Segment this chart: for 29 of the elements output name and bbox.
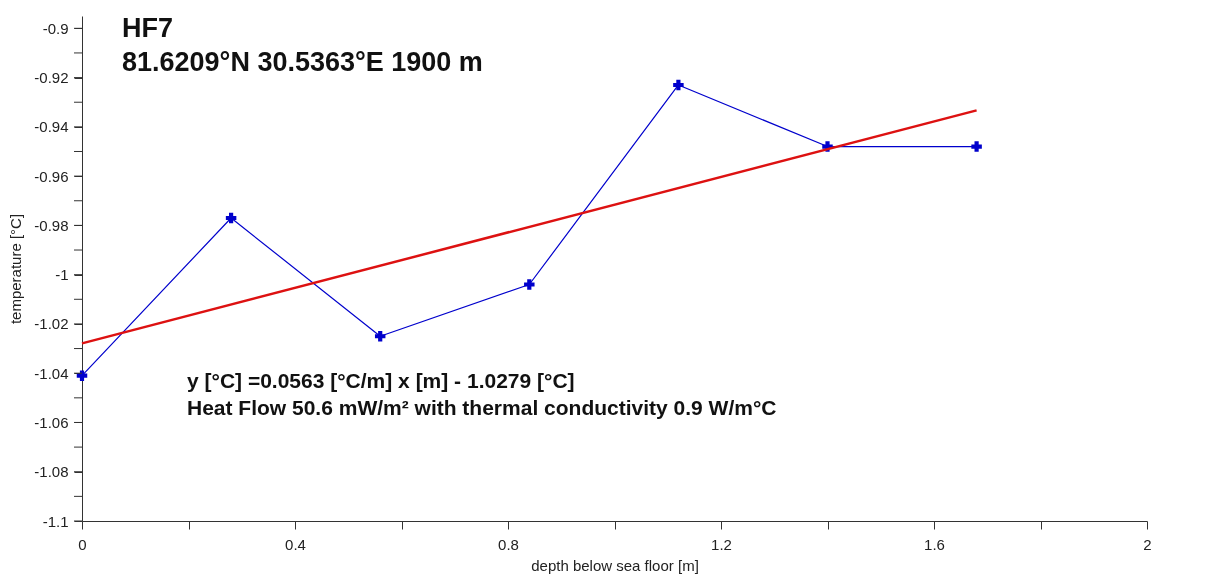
- chart-title: HF7: [122, 13, 174, 43]
- y-tick-label: -1.06: [34, 413, 69, 431]
- point: [225, 212, 237, 224]
- y-tick-label: -0.94: [34, 118, 69, 136]
- annotation: Heat Flow 50.6 mW/m² with thermal conductivity 0.9 W/m°C: [187, 396, 777, 419]
- y-tick-label: -0.92: [34, 69, 69, 87]
- y-tick-label: -1.04: [34, 364, 69, 382]
- text: 81.6209°N 30.5363°E 1900 m: [122, 47, 483, 77]
- y-tick-label: -1.02: [34, 315, 69, 333]
- y-axis-title: temperature [°C]: [7, 213, 25, 325]
- x-tick-label: 0.8: [498, 535, 519, 553]
- x-tick-label: 1.2: [711, 535, 732, 553]
- x-tick-label: 0: [78, 535, 87, 553]
- point: [524, 279, 535, 290]
- y-tick-label: -0.96: [34, 167, 69, 185]
- x-tick-label: 1.6: [924, 535, 945, 553]
- point: [971, 141, 982, 152]
- y-tick-label: -1: [55, 266, 69, 284]
- y-tick-label: -0.98: [34, 216, 69, 234]
- x-tick-label: 0.4: [285, 535, 306, 553]
- x-axis-title: depth below sea floor [m]: [531, 556, 699, 574]
- point: [76, 370, 88, 381]
- y-tick-label: -1.1: [42, 512, 69, 530]
- point: [374, 331, 386, 342]
- point: [673, 79, 684, 91]
- y-tick-label: -1.08: [34, 463, 69, 481]
- annotation: y [°C] =0.0563 [°C/m] x [m] - 1.0279 [°C]: [187, 369, 575, 392]
- y-tick-label: -0.9: [42, 19, 69, 37]
- x-tick-label: 2: [1143, 535, 1152, 553]
